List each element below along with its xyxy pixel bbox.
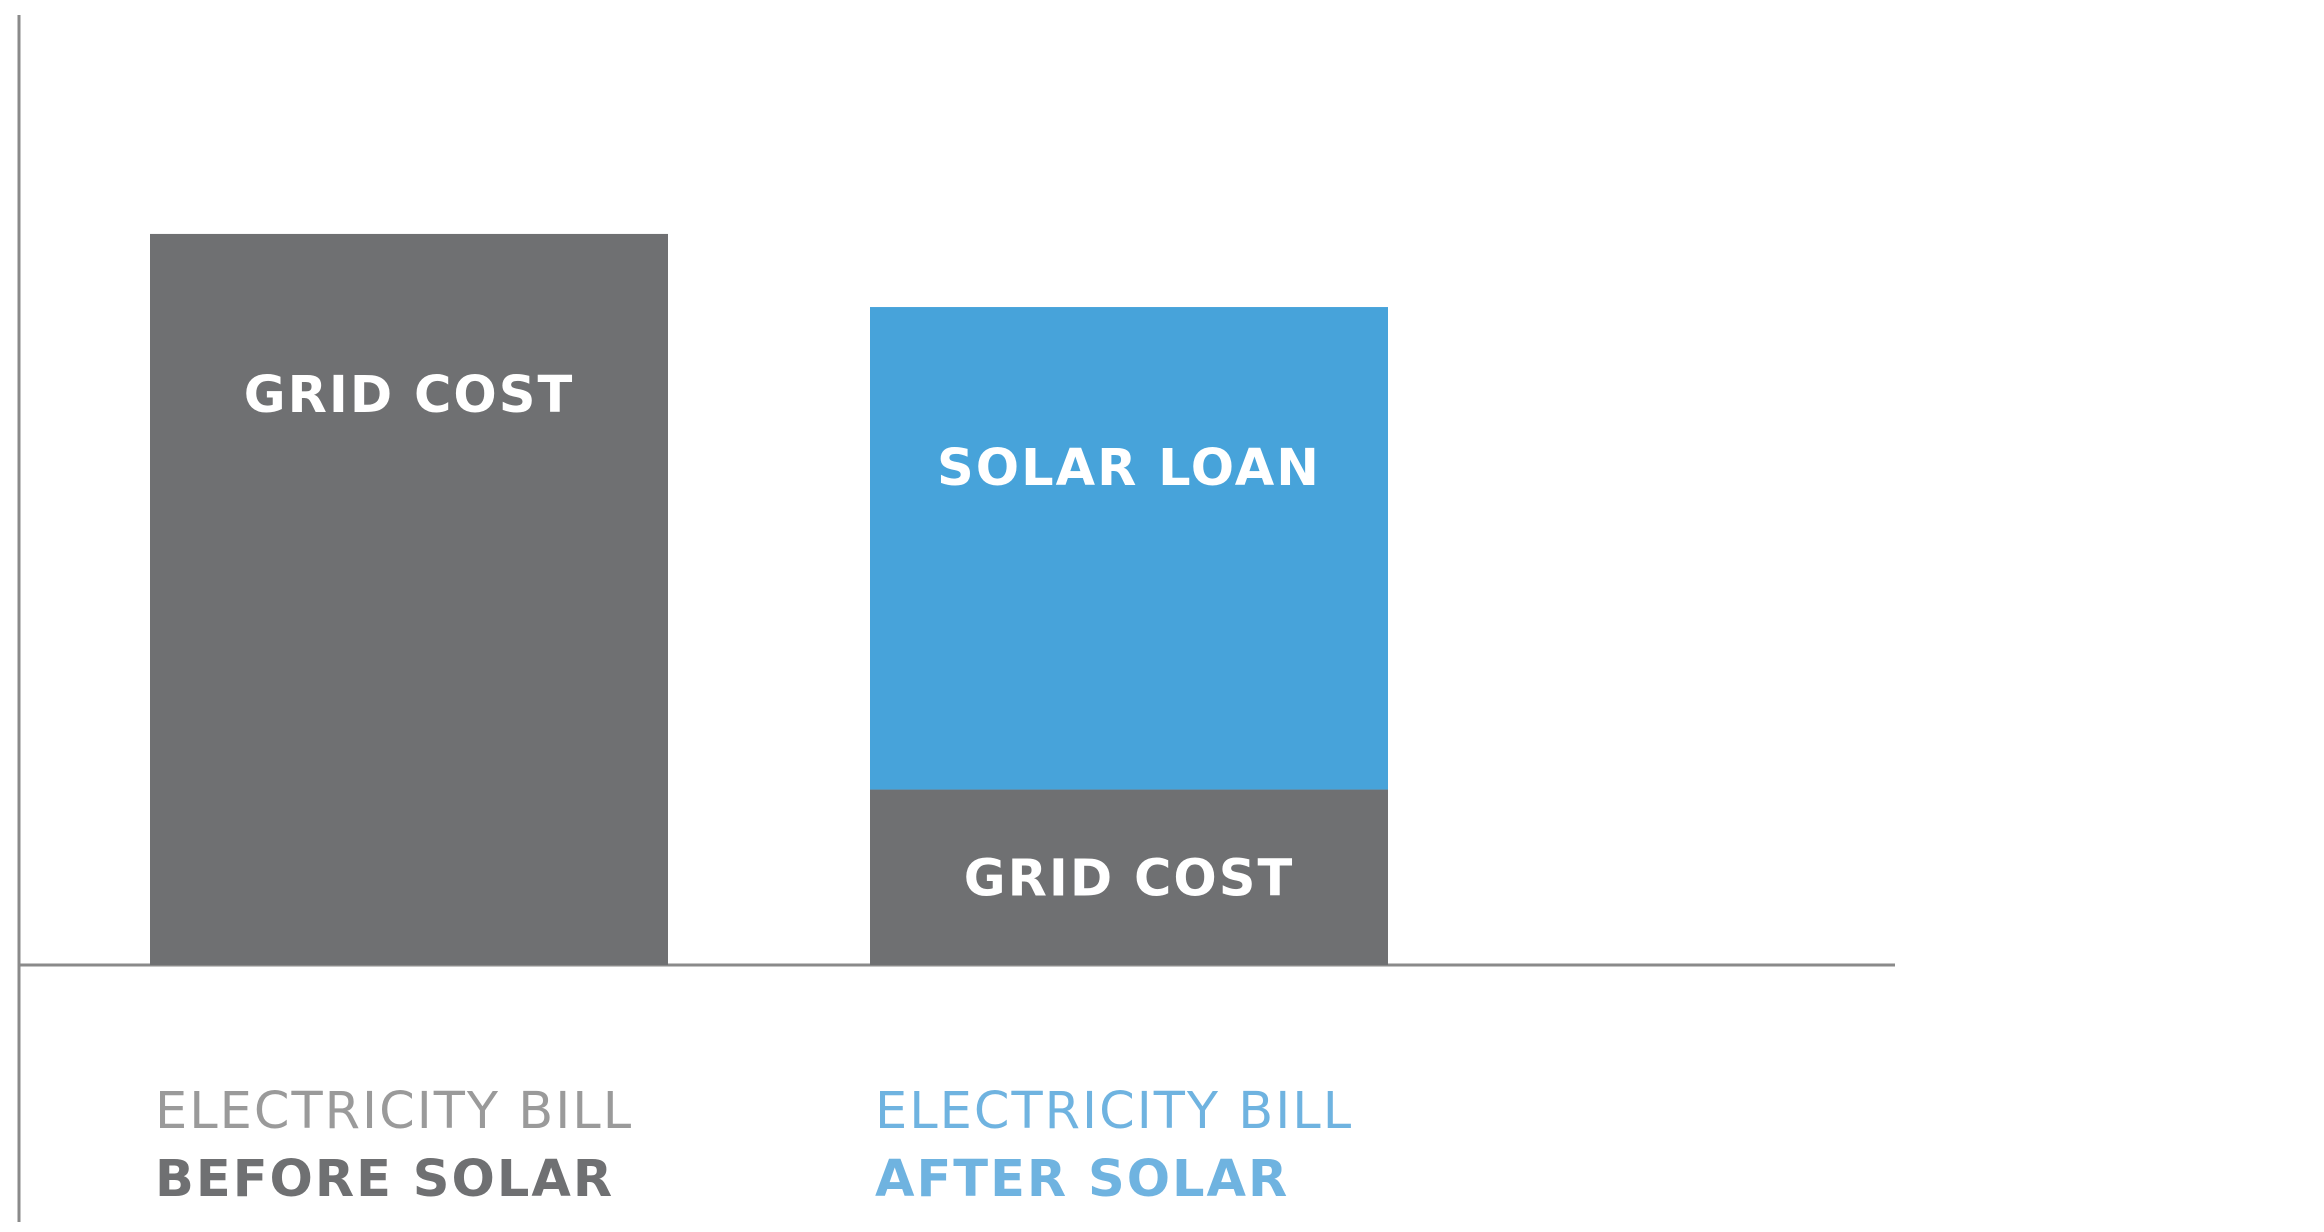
bar-segment-solar-loan: [870, 307, 1388, 790]
bar-segment-label: GRID COST: [964, 849, 1295, 908]
bar-segment-label: GRID COST: [244, 366, 575, 425]
category-labels-group: ELECTRICITY BILL BEFORE SOLAR ELECTRICITY …: [155, 1082, 1353, 1209]
category-label-line1: ELECTRICITY BILL: [875, 1082, 1353, 1141]
category-label-line2: BEFORE SOLAR: [155, 1150, 614, 1209]
bars-group: GRID COST GRID COST SOLAR LOAN: [150, 233, 1388, 965]
category-label-line2: AFTER SOLAR: [875, 1150, 1289, 1209]
bar-segment-grid-cost: [150, 233, 668, 965]
bar-segment-label: SOLAR LOAN: [937, 439, 1321, 498]
bar-segment-grid-cost: [870, 789, 1388, 965]
category-label-line1: ELECTRICITY BILL: [155, 1082, 633, 1141]
